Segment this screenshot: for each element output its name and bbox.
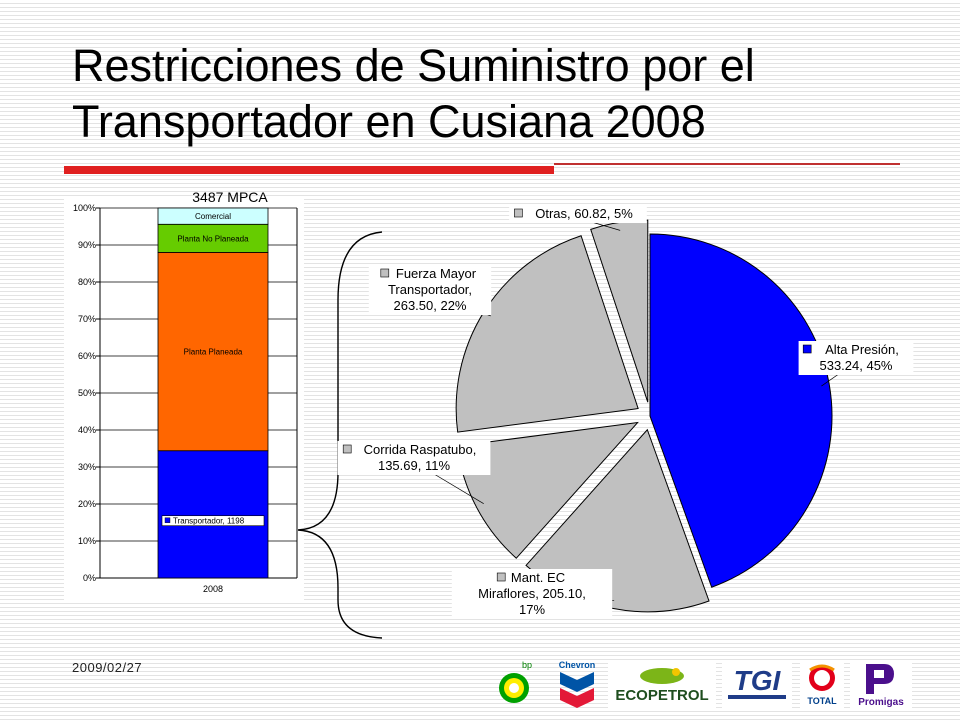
bar-y-tick-label: 60% bbox=[78, 351, 96, 361]
pie-slice bbox=[649, 233, 833, 588]
slide-title-line-1: Restricciones de Suministro por el bbox=[72, 40, 755, 91]
pie-label-background bbox=[798, 341, 914, 375]
tgi-logo: TGI bbox=[722, 660, 792, 708]
pie-legend-swatch bbox=[342, 444, 352, 454]
pie-label-text: 17% bbox=[519, 602, 545, 617]
pie-legend-swatch bbox=[802, 344, 812, 354]
slide-date: 2009/02/27 bbox=[72, 660, 143, 675]
ecopetrol-logo: ECOPETROL bbox=[608, 660, 716, 708]
bar-segment-labels: Transportador, 1198 Planta Planeada Planta… bbox=[161, 212, 265, 527]
pie-label-text: Miraflores, 205.10, bbox=[478, 586, 586, 601]
bar-y-tick-label: 50% bbox=[78, 388, 96, 398]
pie-label-text: Alta Presión, bbox=[825, 342, 899, 357]
pie-label-text: Corrida Raspatubo, bbox=[364, 442, 477, 457]
bar-segments bbox=[157, 207, 269, 579]
pie-label-text: Fuerza Mayor bbox=[396, 266, 477, 281]
bar-y-tick-label: 90% bbox=[78, 240, 96, 250]
promigas-logo: Promigas bbox=[850, 660, 912, 708]
bar-y-ticks: 0% 10% 20% 30% 40% 50% 60% 70% 80% 90% 100% bbox=[73, 203, 96, 583]
bar-legend-swatch bbox=[164, 517, 171, 523]
bar-y-tick-label: 10% bbox=[78, 536, 96, 546]
bar-y-tick-label: 0% bbox=[83, 573, 96, 583]
stacked-bar-chart: 3487 MPCA 0% 10% 20% 30% 40% 50% 60% 70% 80% 90% 1… bbox=[64, 189, 304, 602]
pie-label-text: Transportador, bbox=[388, 282, 472, 297]
title-underline-accent bbox=[64, 166, 554, 174]
chevron-logo-text: Chevron bbox=[559, 660, 596, 670]
pie-legend-swatch bbox=[514, 208, 523, 218]
bar-y-tick-label: 80% bbox=[78, 277, 96, 287]
pie-label-background bbox=[337, 441, 491, 475]
sponsor-logos: bp Chevron ECOPETROL TGI TOTAL Promigas bbox=[484, 658, 944, 714]
slide-title-line-2: Transportador en Cusiana 2008 bbox=[72, 96, 706, 147]
bar-segment-label: Transportador, 1198 bbox=[173, 517, 245, 526]
ecopetrol-logo-text: ECOPETROL bbox=[615, 687, 708, 704]
pie-label-text: 135.69, 11% bbox=[378, 458, 450, 473]
bar-x-tick-label: 2008 bbox=[203, 584, 223, 594]
bar-legend-box bbox=[161, 515, 265, 527]
bar-segment bbox=[157, 251, 269, 452]
bar-segment bbox=[157, 207, 269, 225]
pie-label-background bbox=[451, 569, 613, 619]
title-underline-thin bbox=[554, 163, 900, 165]
bar-segment-label: Comercial bbox=[195, 212, 231, 221]
slide-title: Restricciones de Suministro por el Trans… bbox=[72, 38, 932, 150]
bar-segment-label: Planta Planeada bbox=[184, 348, 243, 357]
total-logo: TOTAL bbox=[800, 660, 844, 708]
pie-chart: Alta Presión,533.24, 45% Mant. ECMiraflor… bbox=[337, 205, 914, 619]
pie-label-text: 263.50, 22% bbox=[393, 298, 466, 313]
bp-logo: bp bbox=[499, 660, 532, 703]
pie-legend-swatch bbox=[380, 268, 390, 278]
pie-label-text: 533.24, 45% bbox=[819, 358, 892, 373]
pie-label-background bbox=[368, 265, 492, 315]
bar-segment bbox=[157, 450, 269, 579]
pie-legend-swatch bbox=[496, 572, 506, 582]
bracket-connector bbox=[297, 231, 383, 639]
total-logo-text: TOTAL bbox=[807, 696, 837, 706]
pie-slices bbox=[455, 219, 833, 613]
pie-label-background bbox=[509, 205, 647, 223]
bar-total-annotation: 3487 MPCA bbox=[192, 189, 268, 205]
pie-label-text: Otras, 60.82, 5% bbox=[535, 206, 633, 221]
promigas-logo-text: Promigas bbox=[858, 697, 904, 708]
bar-y-tick-label: 40% bbox=[78, 425, 96, 435]
bar-y-tick-label: 20% bbox=[78, 499, 96, 509]
tgi-logo-text: TGI bbox=[734, 665, 782, 696]
bar-segment bbox=[157, 223, 269, 253]
chevron-logo: Chevron bbox=[559, 660, 596, 708]
pie-label-text: Mant. EC bbox=[511, 570, 565, 585]
bar-y-tick-label: 70% bbox=[78, 314, 96, 324]
bar-x-ticks: 2008 bbox=[203, 584, 223, 594]
bar-y-tick-label: 30% bbox=[78, 462, 96, 472]
bar-segment-label: Planta No Planeada bbox=[177, 234, 249, 243]
bar-y-tick-label: 100% bbox=[73, 203, 96, 213]
bp-logo-text: bp bbox=[522, 660, 532, 670]
pie-labels: Alta Presión,533.24, 45% Mant. ECMiraflor… bbox=[337, 205, 914, 619]
